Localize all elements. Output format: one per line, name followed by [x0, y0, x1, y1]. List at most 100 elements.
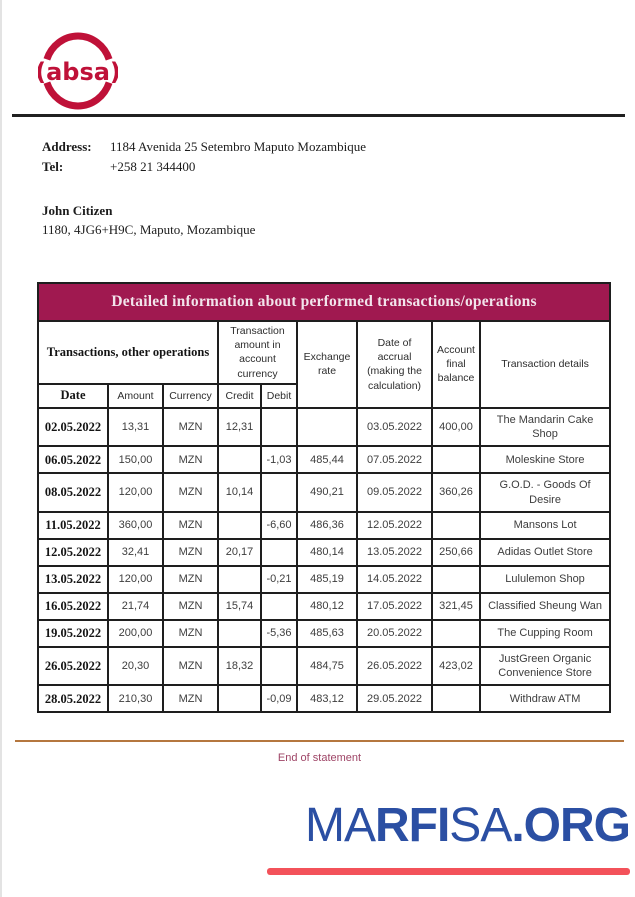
- cell-credit: 10,14: [217, 472, 262, 513]
- cell-date: 08.05.2022: [37, 472, 109, 513]
- cell-credit: [217, 684, 262, 714]
- transaction-row: 08.05.2022 120,00 MZN 10,14 490,21 09.05.2022…: [37, 472, 612, 513]
- cell-accrual: 13.05.2022: [356, 537, 433, 567]
- cell-amount: 20,30: [107, 645, 164, 687]
- cell-date: 02.05.2022: [37, 406, 109, 448]
- header-divider: [12, 114, 625, 117]
- col-currency: Currency: [162, 382, 219, 409]
- tel-value: +258 21 344400: [110, 158, 196, 174]
- cell-rate: 485,44: [296, 445, 358, 475]
- tel-row: Tel: +258 21 344400: [42, 157, 366, 177]
- end-divider: [15, 740, 624, 742]
- cell-credit: 18,32: [217, 645, 262, 687]
- col-exchange-rate: Exchange rate: [296, 320, 358, 409]
- cell-amount: 200,00: [107, 618, 164, 648]
- cell-balance: [431, 510, 481, 540]
- cell-rate: [296, 406, 358, 448]
- col-amount: Amount: [107, 382, 164, 409]
- cell-debit: -0,09: [260, 684, 298, 714]
- customer-block: John Citizen 1180, 4JG6+H9C, Maputo, Moz…: [42, 202, 255, 240]
- cell-currency: MZN: [162, 618, 219, 648]
- cell-date: 06.05.2022: [37, 445, 109, 475]
- cell-amount: 32,41: [107, 537, 164, 567]
- customer-name: John Citizen: [42, 203, 113, 218]
- group-header-row: Transactions, other operations Transacti…: [37, 320, 612, 409]
- cell-credit: [217, 445, 262, 475]
- cell-currency: MZN: [162, 445, 219, 475]
- cell-details: The Mandarin Cake Shop: [478, 406, 612, 448]
- cell-date: 28.05.2022: [37, 684, 109, 714]
- cell-currency: MZN: [162, 645, 219, 687]
- cell-balance: [431, 445, 481, 475]
- cell-balance: [431, 684, 481, 714]
- tel-label: Tel:: [42, 158, 64, 174]
- watermark-part: MA: [304, 799, 376, 852]
- transactions-body: 02.05.2022 13,31 MZN 12,31 03.05.2022 400,00 T…: [37, 406, 612, 714]
- cell-details: Mansons Lot: [478, 510, 612, 540]
- bank-contact-block: Address: 1184 Avenida 25 Setembro Maputo…: [42, 137, 366, 176]
- col-group-amount-in-currency: Transaction amount in account currency: [217, 320, 298, 385]
- cell-accrual: 29.05.2022: [356, 684, 433, 714]
- cell-credit: 15,74: [217, 591, 262, 621]
- cell-debit: -6,60: [260, 510, 298, 540]
- cell-balance: 423,02: [431, 645, 481, 687]
- transaction-row: 12.05.2022 32,41 MZN 20,17 480,14 13.05.2022 2…: [37, 537, 612, 567]
- cell-amount: 210,30: [107, 684, 164, 714]
- cell-accrual: 07.05.2022: [356, 445, 433, 475]
- customer-address: 1180, 4JG6+H9C, Maputo, Mozambique: [42, 221, 256, 237]
- cell-debit: [260, 645, 298, 687]
- cell-debit: [260, 591, 298, 621]
- watermark-part: SA: [449, 799, 512, 852]
- cell-details: Withdraw ATM: [478, 684, 612, 714]
- cell-debit: [260, 472, 298, 513]
- cell-amount: 21,74: [107, 591, 164, 621]
- cell-amount: 120,00: [107, 564, 164, 594]
- cell-details: JustGreen Organic Convenience Store: [478, 645, 612, 687]
- cell-details: Lululemon Shop: [478, 564, 612, 594]
- cell-credit: [217, 510, 262, 540]
- col-debit: Debit: [260, 382, 298, 409]
- cell-rate: 480,12: [296, 591, 358, 621]
- cell-accrual: 14.05.2022: [356, 564, 433, 594]
- cell-amount: 13,31: [107, 406, 164, 448]
- transaction-row: 06.05.2022 150,00 MZN -1,03 485,44 07.05.2022…: [37, 445, 612, 475]
- col-group-transactions: Transactions, other operations: [37, 320, 219, 385]
- address-label: Address:: [42, 139, 92, 154]
- watermark-part: RFI: [374, 799, 450, 852]
- cell-date: 26.05.2022: [37, 645, 109, 687]
- cell-details: Classified Sheung Wan: [478, 591, 612, 621]
- cell-accrual: 20.05.2022: [356, 618, 433, 648]
- cell-balance: [431, 618, 481, 648]
- col-accrual-date: Date of accrual (making the calculation): [356, 320, 433, 409]
- cell-details: Moleskine Store: [478, 445, 612, 475]
- cell-rate: 484,75: [296, 645, 358, 687]
- cell-date: 12.05.2022: [37, 537, 109, 567]
- cell-accrual: 12.05.2022: [356, 510, 433, 540]
- end-of-statement-text: End of statement: [277, 752, 362, 764]
- col-date: Date: [37, 382, 109, 409]
- address-row: Address: 1184 Avenida 25 Setembro Maputo…: [42, 137, 366, 157]
- col-transaction-details: Transaction details: [478, 320, 612, 409]
- cell-date: 19.05.2022: [37, 618, 109, 648]
- transaction-row: 13.05.2022 120,00 MZN -0,21 485,19 14.05.2022…: [37, 564, 612, 594]
- cell-rate: 480,14: [296, 537, 358, 567]
- cell-date: 16.05.2022: [37, 591, 109, 621]
- cell-details: G.O.D. - Goods Of Desire: [478, 472, 612, 513]
- cell-credit: [217, 564, 262, 594]
- transaction-row: 26.05.2022 20,30 MZN 18,32 484,75 26.05.2022 4…: [37, 645, 612, 687]
- cell-credit: 20,17: [217, 537, 262, 567]
- cell-currency: MZN: [162, 537, 219, 567]
- transaction-row: 19.05.2022 200,00 MZN -5,36 485,63 20.05.2022…: [37, 618, 612, 648]
- cell-amount: 360,00: [107, 510, 164, 540]
- absa-logo: (absa): [35, 30, 121, 112]
- cell-debit: -1,03: [260, 445, 298, 475]
- table-title-row: Detailed information about performed tra…: [36, 282, 612, 322]
- cell-details: The Cupping Room: [478, 618, 612, 648]
- cell-accrual: 03.05.2022: [356, 406, 433, 448]
- cell-currency: MZN: [162, 406, 219, 448]
- cell-currency: MZN: [162, 510, 219, 540]
- transaction-row: 28.05.2022 210,30 MZN -0,09 483,12 29.05.2022…: [37, 684, 612, 714]
- cell-date: 13.05.2022: [37, 564, 109, 594]
- cell-balance: [431, 564, 481, 594]
